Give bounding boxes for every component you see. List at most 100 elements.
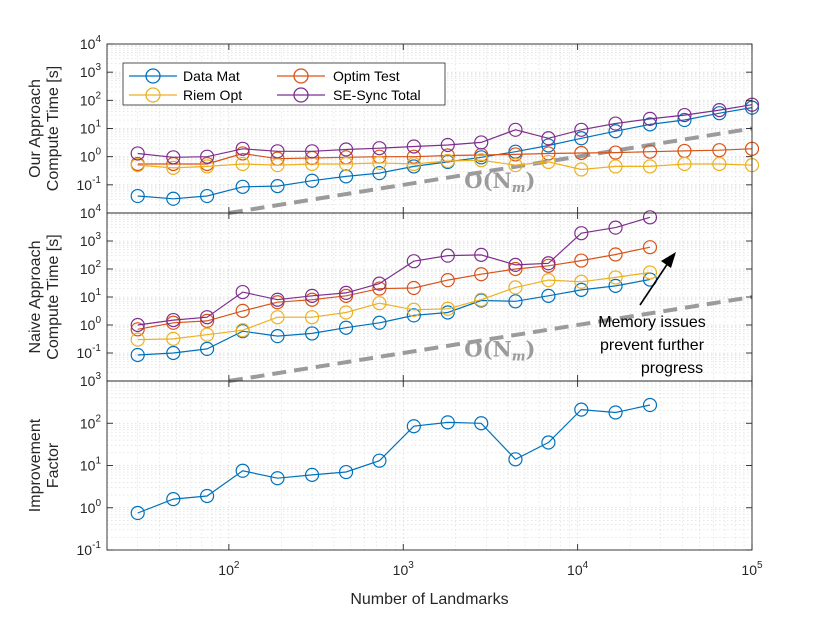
data-point xyxy=(166,331,181,346)
legend-box xyxy=(122,62,446,106)
y-tick-label: 102 xyxy=(80,90,102,108)
data-point xyxy=(406,280,421,296)
data-point xyxy=(304,310,320,325)
data-point xyxy=(574,253,589,268)
data-point xyxy=(541,131,556,146)
data-point xyxy=(235,323,250,338)
data-point xyxy=(608,270,623,285)
data-point xyxy=(508,158,523,173)
data-point xyxy=(130,188,145,204)
legend: Data Mat Optim Test Riem Opt SE-Sync Tot… xyxy=(122,62,446,106)
data-point xyxy=(338,142,354,157)
data-point xyxy=(541,154,556,170)
memory-issues-annotation: Memory issues prevent further progress xyxy=(598,252,706,377)
data-point xyxy=(338,285,354,301)
data-point xyxy=(372,315,387,330)
series-line-riem-opt xyxy=(137,271,651,341)
data-point xyxy=(608,278,623,293)
data-point xyxy=(166,191,181,206)
data-point xyxy=(199,341,215,357)
legend-entry-optim-test: Optim Test xyxy=(277,68,400,84)
series-line-improvement-factor xyxy=(137,404,651,514)
data-point xyxy=(508,280,523,295)
data-point xyxy=(166,492,181,507)
series-line-se-sync-total xyxy=(137,216,651,326)
data-point xyxy=(508,452,523,467)
data-point xyxy=(677,107,692,123)
y-axis-label-our: Compute Time [s] xyxy=(45,66,62,191)
data-point xyxy=(474,135,489,150)
data-point xyxy=(304,467,320,482)
data-point xyxy=(406,156,421,172)
y-tick-label: 100 xyxy=(80,147,102,165)
data-point xyxy=(440,248,455,263)
data-point xyxy=(440,301,455,316)
data-point xyxy=(372,141,387,156)
data-point xyxy=(508,147,523,162)
data-point xyxy=(338,169,354,184)
y-tick-label: 101 xyxy=(80,119,102,137)
series-line-optim-test xyxy=(137,148,753,165)
data-point xyxy=(130,505,145,521)
data-point xyxy=(608,220,623,235)
data-point xyxy=(541,288,556,303)
data-point xyxy=(166,345,181,361)
y-axis-label-improvement: Factor xyxy=(45,442,62,488)
data-point xyxy=(304,292,320,307)
data-point xyxy=(712,103,727,118)
data-point xyxy=(541,138,556,153)
y-tick-label: 101 xyxy=(80,456,102,474)
legend-label-data-mat: Data Mat xyxy=(183,68,240,84)
data-point xyxy=(270,329,285,344)
data-point xyxy=(406,149,421,164)
y-tick-label: 100 xyxy=(80,498,102,516)
data-point xyxy=(199,149,215,164)
data-point xyxy=(372,276,387,291)
data-point xyxy=(608,247,623,262)
reference-line-our xyxy=(228,126,753,215)
data-point xyxy=(574,274,589,289)
data-point xyxy=(574,226,589,241)
data-point xyxy=(406,308,421,323)
data-point xyxy=(199,188,215,204)
data-point xyxy=(406,254,421,269)
data-point xyxy=(372,155,387,171)
data-point xyxy=(304,173,320,188)
series-line-riem-opt xyxy=(137,159,753,171)
legend-marker xyxy=(145,87,161,103)
data-point xyxy=(166,160,181,175)
series-line-data-mat xyxy=(137,278,651,356)
annotation-line-3: progress xyxy=(641,360,703,377)
data-point xyxy=(372,166,387,181)
y-axis-label-naive: Compute Time [s] xyxy=(45,234,62,359)
data-point xyxy=(541,146,556,161)
data-point xyxy=(608,124,623,139)
data-point xyxy=(270,144,285,159)
data-point xyxy=(304,326,320,341)
data-point xyxy=(372,281,387,296)
legend-entry-riem-opt: Riem Opt xyxy=(129,87,242,103)
y-tick-label: 102 xyxy=(80,259,102,277)
data-point xyxy=(642,117,658,132)
data-point xyxy=(130,347,145,363)
data-point xyxy=(508,294,523,309)
data-point xyxy=(338,288,354,303)
data-point xyxy=(440,415,455,430)
legend-entry-se-sync-total: SE-Sync Total xyxy=(277,87,421,103)
axes-layer xyxy=(106,43,753,551)
annotation-line-2: prevent further xyxy=(600,337,705,354)
annotation-arrow xyxy=(639,259,671,306)
legend-label-riem-opt: Riem Opt xyxy=(183,87,242,103)
legend-marker xyxy=(293,68,309,84)
data-point xyxy=(235,284,250,300)
data-point xyxy=(199,327,215,342)
data-point xyxy=(474,247,489,262)
data-point xyxy=(474,292,489,307)
legend-entry-data-mat: Data Mat xyxy=(129,68,240,84)
x-tick-label: 103 xyxy=(393,560,415,578)
data-point xyxy=(440,305,455,320)
legend-marker xyxy=(145,68,161,84)
data-point xyxy=(712,156,727,172)
data-point xyxy=(677,112,692,128)
